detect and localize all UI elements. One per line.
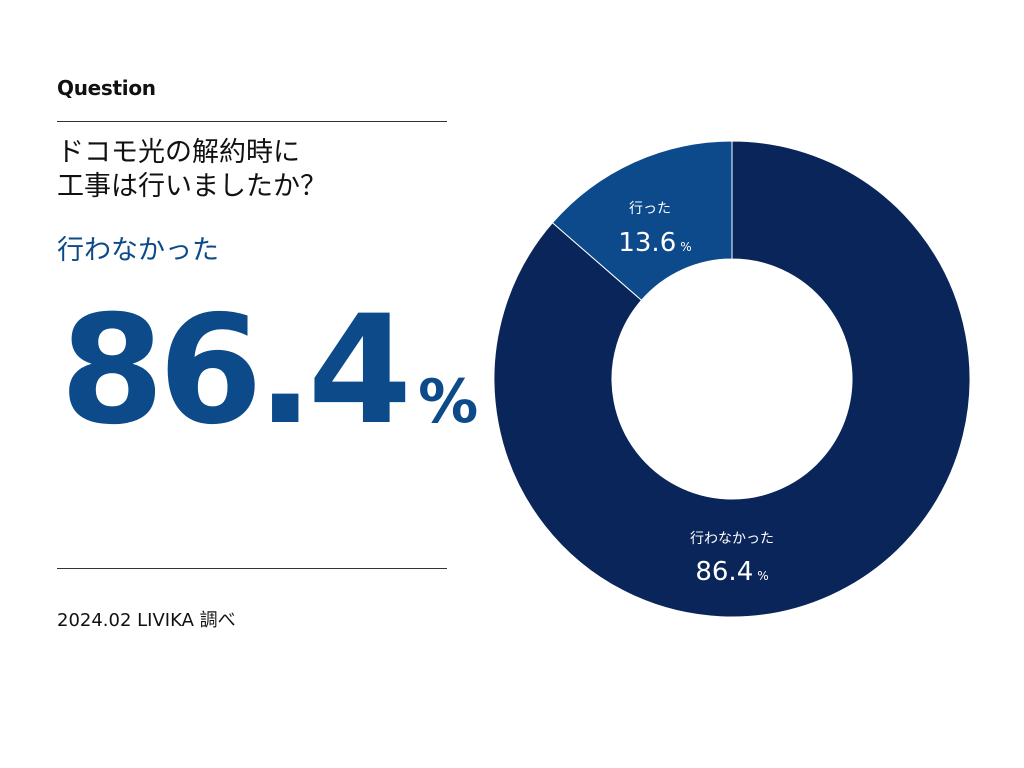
slice-category-label-1: 行った [629,201,671,217]
donut-slice-1 [551,140,733,301]
question-text: ドコモ光の解約時に 工事は行いましたか？ [57,136,457,204]
question-line-2: 工事は行いましたか？ [57,171,327,202]
donut-slice-0 [493,140,971,618]
question-label: Question [57,76,156,100]
highlight-label: 行わなかった [57,235,219,266]
slice-category-label-0: 行わなかった [690,531,774,547]
slice-value-label-0: 86.4% [695,557,768,587]
highlight-unit: % [418,367,479,437]
highlight-value: 86.4% [60,296,478,446]
highlight-number: 86.4 [60,284,412,458]
top-divider [57,121,447,122]
slice-value-label-1: 13.6% [618,228,691,258]
bottom-divider [57,568,447,569]
question-line-1: ドコモ光の解約時に [57,137,300,168]
source-note: 2024.02 LIVIKA 調べ [57,610,236,631]
